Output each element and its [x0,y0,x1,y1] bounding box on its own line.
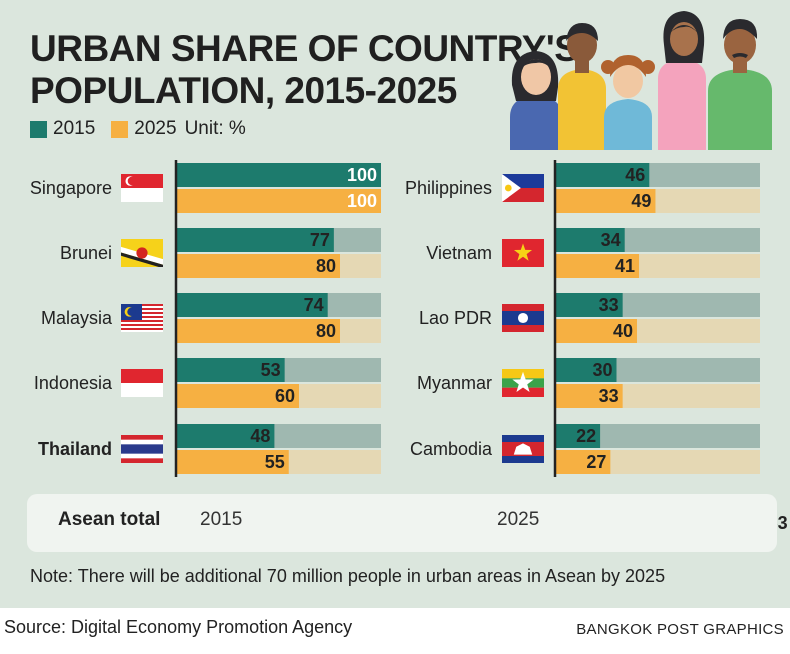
chart-title: URBAN SHARE OF COUNTRY'S POPULATION, 201… [30,28,579,112]
asean-total-year-2025: 2025 [497,509,540,530]
person-icon [510,51,562,150]
bar-2025 [555,319,637,343]
bar-2025 [176,384,299,408]
data-label-2015: 74 [304,295,324,315]
data-label-2015: 34 [601,230,621,250]
data-label-2025: 40 [613,321,633,341]
data-label-2025: 55 [265,452,285,472]
bar-2015 [176,358,285,382]
singapore-flag-icon [121,174,163,202]
malaysia-flag-icon [121,304,163,332]
person-icon [658,11,706,150]
category-label: Cambodia [410,439,493,459]
data-label-2025: 80 [316,321,336,341]
bar-2015 [555,293,623,317]
legend-swatch-2015 [30,120,47,138]
category-label: Lao PDR [419,308,492,328]
person-icon [708,19,772,150]
bar-2025 [555,384,623,408]
myanmar-flag-icon [502,369,544,397]
bar-2025 [555,254,640,278]
person-icon [558,23,606,150]
asean-total-year-2015: 2015 [200,509,243,530]
credit-text: BANGKOK POST GRAPHICS [576,621,784,638]
data-label-2025: 60 [275,386,295,406]
bar-2015 [555,358,617,382]
category-label: Thailand [38,439,112,459]
source-text: Source: Digital Economy Promotion Agency [4,617,353,637]
data-label-2025: 33 [599,386,619,406]
legend-swatch-2025 [111,120,129,138]
category-label: Vietnam [426,243,492,263]
asean-total-label: Asean total [58,509,161,530]
data-label-2015: 33 [599,295,619,315]
cambodia-flag-icon [502,435,544,463]
category-label: Brunei [60,243,112,263]
thailand-flag-icon [121,435,163,463]
bar-2015 [176,293,328,317]
bar-2025 [176,254,340,278]
philippines-flag-icon [502,174,544,202]
person-icon [601,55,655,150]
data-label-2025: 49 [631,191,651,211]
category-label: Malaysia [41,308,113,328]
vietnam-flag-icon [502,239,544,267]
title-line-2: POPULATION, 2015-2025 [30,70,457,111]
bar-2025 [176,450,289,474]
legend-label-2025: 2025 [134,118,177,139]
title-line-1: URBAN SHARE OF COUNTRY'S [30,28,579,69]
bar-2025 [176,189,381,213]
bar-2015 [176,424,275,448]
data-label-2015: 53 [261,360,281,380]
bar-2015 [555,228,625,252]
laos-flag-icon [502,304,544,332]
people-illustration [510,11,772,150]
legend: 2015 2025 Unit: % [30,118,246,140]
brunei-flag-icon [121,239,163,267]
data-label-2015: 100 [347,165,377,185]
data-label-2025: 41 [615,256,635,276]
data-label-2025: 27 [586,452,606,472]
legend-unit: Unit: % [184,118,246,139]
footnote: Note: There will be additional 70 millio… [30,566,666,586]
data-label-2025: 80 [316,256,336,276]
data-label-2025: 100 [347,191,377,211]
data-label-2015: 46 [625,165,645,185]
bar-2015 [176,163,381,187]
bar-2025 [555,189,656,213]
bar-2025 [555,450,611,474]
category-label: Philippines [405,178,492,198]
asean-total-panel [27,494,777,552]
data-label-2015: 77 [310,230,330,250]
category-label: Singapore [30,178,112,198]
data-label-2015: 30 [592,360,612,380]
category-label: Indonesia [34,373,113,393]
category-label: Myanmar [417,373,492,393]
bar-2015 [555,424,601,448]
bar-2015 [176,228,334,252]
bar-2015 [555,163,650,187]
data-label-2015: 22 [576,426,596,446]
indonesia-flag-icon [121,369,163,397]
legend-label-2015: 2015 [53,118,96,139]
data-label-2015: 48 [250,426,270,446]
bar-2025 [176,319,340,343]
